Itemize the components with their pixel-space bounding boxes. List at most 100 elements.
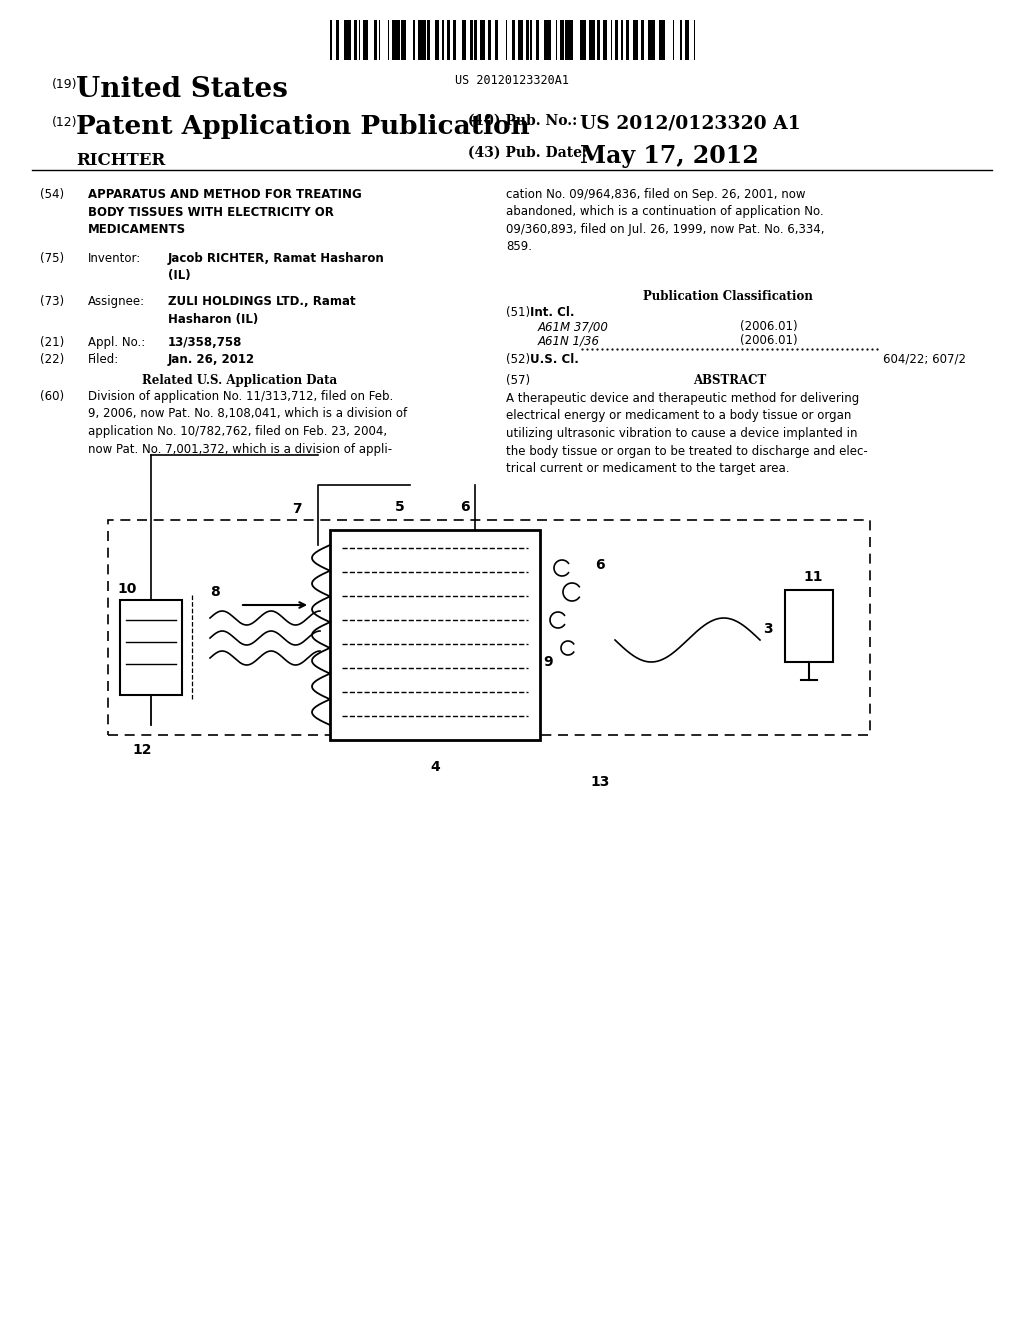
Bar bbox=[565, 20, 572, 59]
Text: (2006.01): (2006.01) bbox=[740, 334, 798, 347]
Bar bbox=[610, 20, 612, 59]
Bar bbox=[673, 20, 674, 59]
Bar bbox=[462, 20, 467, 59]
Text: (60): (60) bbox=[40, 389, 65, 403]
Bar bbox=[626, 20, 629, 59]
Bar bbox=[603, 20, 607, 59]
Text: A61M 37/00: A61M 37/00 bbox=[538, 319, 609, 333]
Text: 12: 12 bbox=[132, 743, 152, 756]
Text: Jacob RICHTER, Ramat Hasharon
(IL): Jacob RICHTER, Ramat Hasharon (IL) bbox=[168, 252, 385, 282]
Text: Jan. 26, 2012: Jan. 26, 2012 bbox=[168, 352, 255, 366]
Text: (43) Pub. Date:: (43) Pub. Date: bbox=[468, 147, 587, 160]
Text: 7: 7 bbox=[292, 502, 302, 516]
Text: 13: 13 bbox=[590, 775, 609, 789]
Text: A61N 1/36: A61N 1/36 bbox=[538, 334, 600, 347]
Bar bbox=[470, 20, 472, 59]
Bar bbox=[525, 20, 528, 59]
Bar bbox=[434, 20, 439, 59]
Text: (2006.01): (2006.01) bbox=[740, 319, 798, 333]
Bar bbox=[597, 20, 600, 59]
Text: 5: 5 bbox=[395, 500, 404, 513]
Bar bbox=[474, 20, 477, 59]
Bar bbox=[392, 20, 399, 59]
Bar bbox=[330, 20, 332, 59]
Bar bbox=[480, 20, 484, 59]
Bar bbox=[556, 20, 557, 59]
Bar bbox=[512, 20, 515, 59]
Bar bbox=[358, 20, 360, 59]
Bar bbox=[581, 20, 587, 59]
Text: 9: 9 bbox=[543, 655, 553, 669]
Bar bbox=[537, 20, 540, 59]
Text: RICHTER: RICHTER bbox=[76, 152, 165, 169]
Text: APPARATUS AND METHOD FOR TREATING
BODY TISSUES WITH ELECTRICITY OR
MEDICAMENTS: APPARATUS AND METHOD FOR TREATING BODY T… bbox=[88, 187, 361, 236]
Text: Assignee:: Assignee: bbox=[88, 294, 145, 308]
Text: 604/22; 607/2: 604/22; 607/2 bbox=[883, 352, 966, 366]
Text: ABSTRACT: ABSTRACT bbox=[693, 374, 767, 387]
Bar bbox=[560, 20, 563, 59]
Bar bbox=[388, 20, 389, 59]
Bar bbox=[622, 20, 623, 59]
Text: (75): (75) bbox=[40, 252, 65, 265]
Text: (57): (57) bbox=[506, 374, 530, 387]
Text: Publication Classification: Publication Classification bbox=[643, 290, 813, 304]
Text: 6: 6 bbox=[595, 558, 604, 572]
Text: Related U.S. Application Data: Related U.S. Application Data bbox=[142, 374, 338, 387]
Bar bbox=[518, 20, 522, 59]
Bar bbox=[401, 20, 406, 59]
Bar bbox=[344, 20, 351, 59]
Bar bbox=[414, 20, 415, 59]
Bar bbox=[648, 20, 654, 59]
Text: May 17, 2012: May 17, 2012 bbox=[580, 144, 759, 168]
Bar bbox=[446, 20, 450, 59]
Text: U.S. Cl.: U.S. Cl. bbox=[530, 352, 579, 366]
Bar bbox=[506, 20, 508, 59]
Text: (19): (19) bbox=[52, 78, 78, 91]
Text: Appl. No.:: Appl. No.: bbox=[88, 337, 145, 348]
Bar bbox=[530, 20, 531, 59]
Text: (51): (51) bbox=[506, 306, 530, 319]
Text: cation No. 09/964,836, filed on Sep. 26, 2001, now
abandoned, which is a continu: cation No. 09/964,836, filed on Sep. 26,… bbox=[506, 187, 824, 253]
Text: 3: 3 bbox=[763, 622, 773, 636]
Text: (21): (21) bbox=[40, 337, 65, 348]
Text: US 2012/0123320 A1: US 2012/0123320 A1 bbox=[580, 114, 801, 132]
Text: Inventor:: Inventor: bbox=[88, 252, 141, 265]
Text: 6: 6 bbox=[460, 500, 470, 513]
Bar bbox=[354, 20, 357, 59]
Bar bbox=[615, 20, 618, 59]
Bar bbox=[694, 20, 695, 59]
Bar bbox=[659, 20, 666, 59]
Text: (73): (73) bbox=[40, 294, 65, 308]
Text: (52): (52) bbox=[506, 352, 530, 366]
Bar bbox=[374, 20, 377, 59]
Bar bbox=[108, 520, 870, 735]
Text: ZULI HOLDINGS LTD., Ramat
Hasharon (IL): ZULI HOLDINGS LTD., Ramat Hasharon (IL) bbox=[168, 294, 355, 326]
Text: 13/358,758: 13/358,758 bbox=[168, 337, 243, 348]
Bar bbox=[641, 20, 644, 59]
Bar bbox=[364, 20, 368, 59]
Bar bbox=[442, 20, 443, 59]
Bar bbox=[589, 20, 595, 59]
Bar bbox=[685, 20, 689, 59]
Bar bbox=[427, 20, 430, 59]
Bar bbox=[633, 20, 638, 59]
Bar bbox=[336, 20, 339, 59]
Text: A therapeutic device and therapeutic method for delivering
electrical energy or : A therapeutic device and therapeutic met… bbox=[506, 392, 867, 475]
Text: (10) Pub. No.:: (10) Pub. No.: bbox=[468, 114, 578, 128]
Bar bbox=[120, 601, 182, 696]
Text: US 20120123320A1: US 20120123320A1 bbox=[455, 74, 569, 87]
Bar bbox=[487, 20, 490, 59]
Text: 8: 8 bbox=[210, 585, 220, 599]
Bar bbox=[453, 20, 456, 59]
Text: (54): (54) bbox=[40, 187, 65, 201]
Bar bbox=[330, 531, 540, 741]
Bar bbox=[379, 20, 380, 59]
Text: Int. Cl.: Int. Cl. bbox=[530, 306, 574, 319]
Text: United States: United States bbox=[76, 77, 288, 103]
Text: Division of application No. 11/313,712, filed on Feb.
9, 2006, now Pat. No. 8,10: Division of application No. 11/313,712, … bbox=[88, 389, 408, 455]
Bar bbox=[680, 20, 682, 59]
Text: Patent Application Publication: Patent Application Publication bbox=[76, 114, 529, 139]
Text: 10: 10 bbox=[117, 582, 136, 597]
Bar bbox=[418, 20, 426, 59]
Text: Filed:: Filed: bbox=[88, 352, 119, 366]
